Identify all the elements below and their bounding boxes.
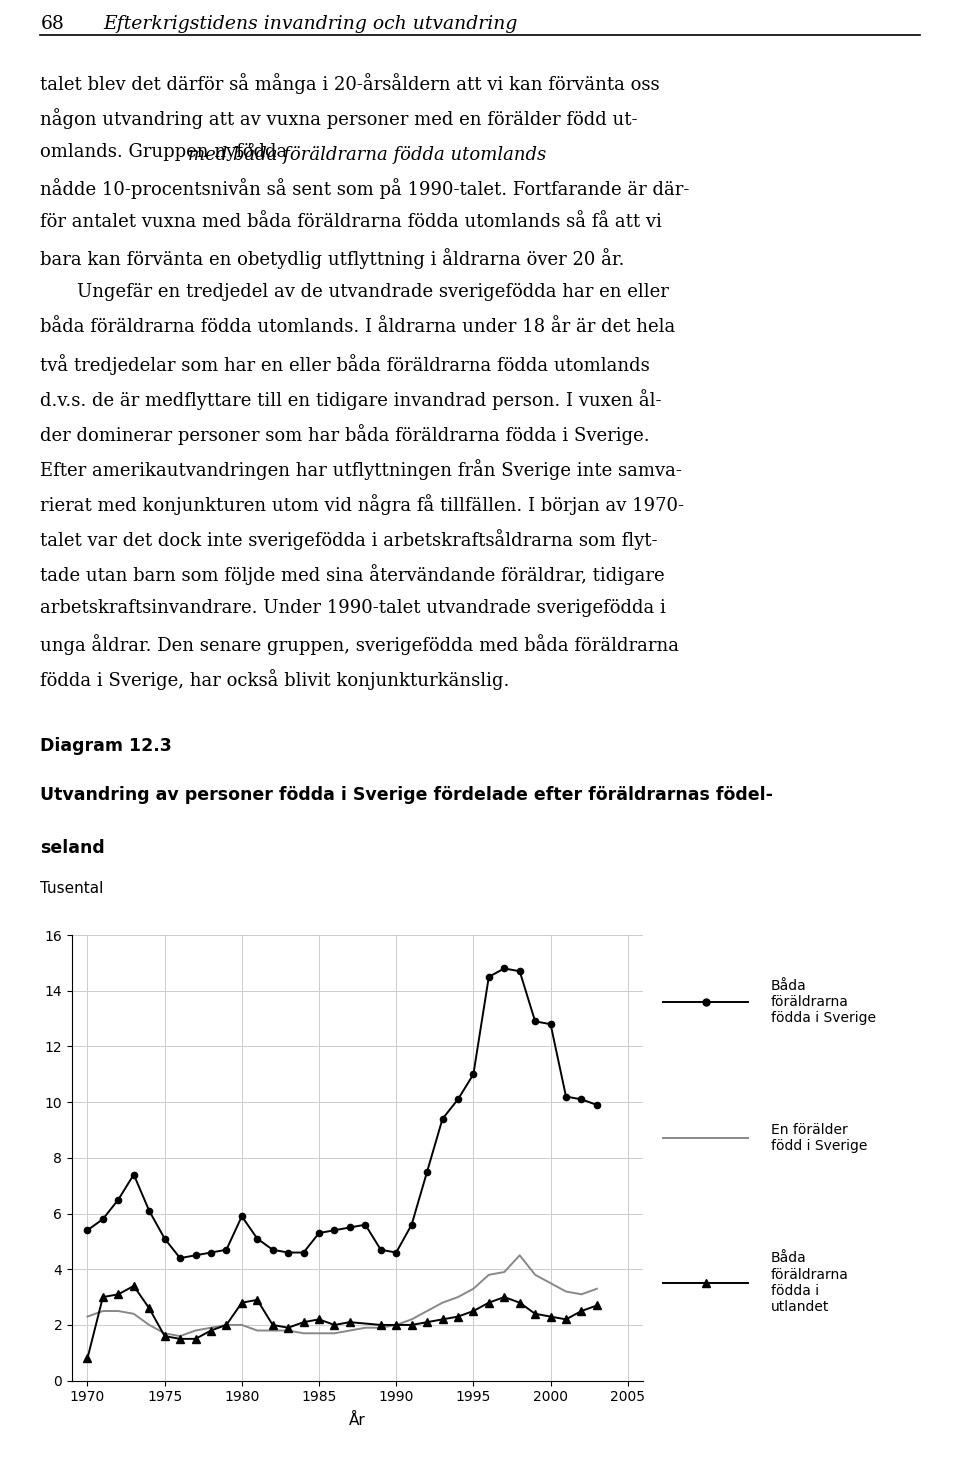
Text: tade utan barn som följde med sina återvändande föräldrar, tidigare: tade utan barn som följde med sina återv… [40, 564, 665, 584]
Text: bara kan förvänta en obetydlig utflyttning i åldrarna över 20 år.: bara kan förvänta en obetydlig utflyttni… [40, 248, 625, 269]
Text: Ungefär en tredjedel av de utvandrade sverigefödda har en eller: Ungefär en tredjedel av de utvandrade sv… [77, 283, 669, 301]
Text: omlands. Gruppen nyfödda: omlands. Gruppen nyfödda [40, 143, 294, 161]
Text: Båda
föräldrarna
födda i
utlandet: Båda föräldrarna födda i utlandet [771, 1251, 849, 1313]
Text: Tusental: Tusental [40, 881, 104, 896]
Text: talet blev det därför så många i 20-årsåldern att vi kan förvänta oss: talet blev det därför så många i 20-årså… [40, 73, 660, 94]
Text: arbetskraftsinvandrare. Under 1990-talet utvandrade sverigefödda i: arbetskraftsinvandrare. Under 1990-talet… [40, 599, 666, 617]
Text: för antalet vuxna med båda föräldrarna födda utomlands så få att vi: för antalet vuxna med båda föräldrarna f… [40, 213, 662, 231]
Text: två tredjedelar som har en eller båda föräldrarna födda utomlands: två tredjedelar som har en eller båda fö… [40, 354, 650, 374]
Text: Efter amerikautvandringen har utflyttningen från Sverige inte samva-: Efter amerikautvandringen har utflyttnin… [40, 459, 683, 479]
Text: der dominerar personer som har båda föräldrarna födda i Sverige.: der dominerar personer som har båda förä… [40, 424, 650, 444]
Text: unga åldrar. Den senare gruppen, sverigefödda med båda föräldrarna: unga åldrar. Den senare gruppen, sverige… [40, 634, 680, 655]
Text: Diagram 12.3: Diagram 12.3 [40, 738, 172, 755]
Text: seland: seland [40, 839, 105, 856]
Text: någon utvandring att av vuxna personer med en förälder född ut-: någon utvandring att av vuxna personer m… [40, 108, 637, 129]
Text: Efterkrigstidens invandring och utvandring: Efterkrigstidens invandring och utvandri… [104, 15, 518, 32]
X-axis label: År: År [349, 1413, 366, 1427]
Text: 68: 68 [40, 15, 64, 32]
Text: Båda
föräldrarna
födda i Sverige: Båda föräldrarna födda i Sverige [771, 979, 876, 1026]
Text: En förälder
född i Sverige: En förälder född i Sverige [771, 1122, 867, 1153]
Text: rierat med konjunkturen utom vid några få tillfällen. I början av 1970-: rierat med konjunkturen utom vid några f… [40, 494, 684, 514]
Text: födda i Sverige, har också blivit konjunkturkänslig.: födda i Sverige, har också blivit konjun… [40, 669, 510, 690]
Text: d.v.s. de är medflyttare till en tidigare invandrad person. I vuxen ål-: d.v.s. de är medflyttare till en tidigar… [40, 389, 661, 409]
Text: med båda föräldrarna födda utomlands: med båda föräldrarna födda utomlands [188, 143, 546, 164]
Text: talet var det dock inte sverigefödda i arbetskraftsåldrarna som flyt-: talet var det dock inte sverigefödda i a… [40, 529, 658, 549]
Text: nådde 10-procentsnivån så sent som på 1990-talet. Fortfarande är där-: nådde 10-procentsnivån så sent som på 19… [40, 178, 689, 199]
Text: Utvandring av personer födda i Sverige fördelade efter föräldrarnas födel-: Utvandring av personer födda i Sverige f… [40, 786, 774, 804]
Text: båda föräldrarna födda utomlands. I åldrarna under 18 år är det hela: båda föräldrarna födda utomlands. I åldr… [40, 318, 676, 336]
